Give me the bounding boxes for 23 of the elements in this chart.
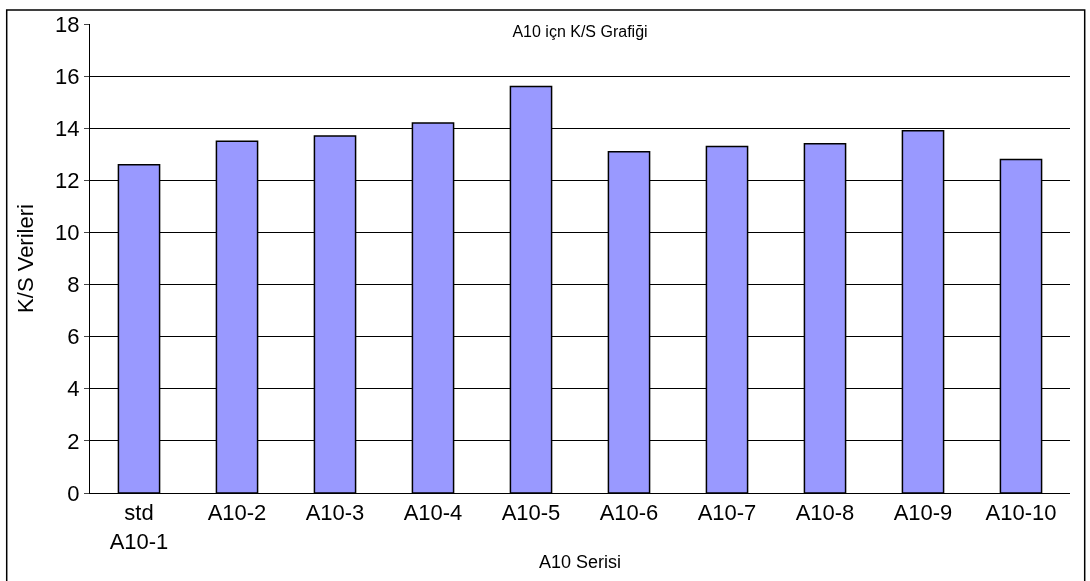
y-tick-label: 10 bbox=[55, 220, 80, 246]
y-tick-label: 2 bbox=[67, 428, 80, 454]
x-tick-label: A10-7 bbox=[697, 500, 757, 526]
y-axis-title: K/S Verileri bbox=[12, 204, 38, 313]
y-tick-label: 0 bbox=[67, 480, 80, 506]
x-tick-label: A10-10 bbox=[985, 500, 1057, 526]
x-tick-label: A10-9 bbox=[893, 500, 953, 526]
y-tick-label: 16 bbox=[55, 63, 80, 89]
x-tick-label: std A10-1 bbox=[109, 500, 169, 554]
x-axis-title: A10 Serisi bbox=[538, 552, 622, 573]
x-tick-label: A10-2 bbox=[207, 500, 267, 526]
y-tick-label: 4 bbox=[67, 376, 80, 402]
y-tick-label: 8 bbox=[67, 272, 80, 298]
x-tick-label: A10-8 bbox=[795, 500, 855, 526]
x-tick-label: A10-4 bbox=[403, 500, 463, 526]
x-tick-label: A10-6 bbox=[599, 500, 659, 526]
y-tick-label: 18 bbox=[55, 11, 80, 37]
y-tick-label: 12 bbox=[55, 168, 80, 194]
chart-title: A10 içn K/S Grafiği bbox=[512, 23, 648, 41]
y-tick-label: 14 bbox=[55, 115, 80, 141]
x-tick-label: A10-5 bbox=[501, 500, 561, 526]
x-tick-label: A10-3 bbox=[305, 500, 365, 526]
y-tick-label: 6 bbox=[67, 324, 80, 350]
